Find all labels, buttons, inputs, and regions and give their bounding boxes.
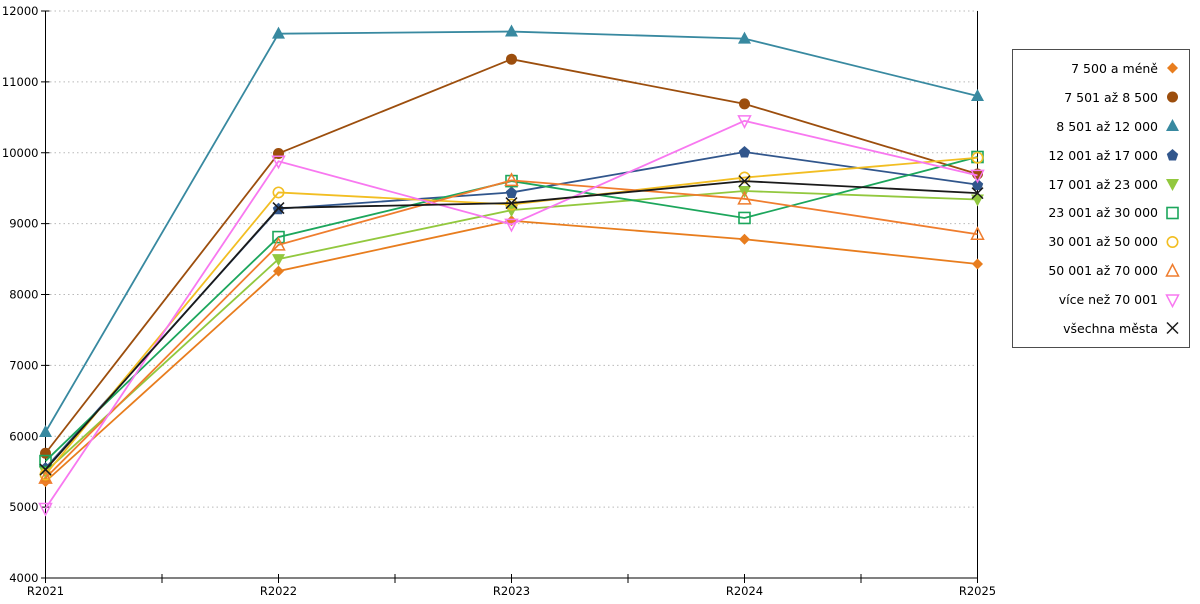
series-8-501-až-12-000 [39, 24, 984, 437]
axes: 4000 5000 6000 7000 8000 9000 10000 11000 12000 R… [2, 4, 996, 598]
y-tick-label: 5000 [9, 500, 38, 514]
series-7-501-až-8-500 [40, 53, 983, 459]
x-tick-label: R2023 [493, 584, 530, 598]
series-50-001-až-70-000 [38, 172, 985, 484]
y-tick-label: 9000 [9, 217, 38, 231]
legend-item-label: 12 001 až 17 000 [1048, 147, 1158, 163]
legend-item: 7 501 až 8 500 [1019, 84, 1181, 110]
gridlines [45, 10, 978, 508]
diamond-filled-legend-icon [1167, 62, 1178, 74]
legend-item: 7 500 a méně [1019, 55, 1181, 81]
legend-item-label: 23 001 až 30 000 [1048, 205, 1158, 221]
legend-item: všechna města [1019, 315, 1181, 341]
legend-item: 8 501 až 12 000 [1019, 113, 1181, 139]
x-tick-label: R2025 [959, 584, 996, 598]
legend-item: 17 001 až 23 000 [1019, 171, 1181, 197]
legend-item: 30 001 až 50 000 [1019, 229, 1181, 255]
triangle-down-open-legend-icon [1165, 293, 1180, 308]
legend-item: 50 001 až 70 000 [1019, 258, 1181, 284]
y-tick-label: 11000 [2, 75, 39, 89]
x-tick-label: R2021 [27, 584, 64, 598]
pentagon-filled-legend-icon [1166, 149, 1179, 161]
legend-item-label: 17 001 až 23 000 [1048, 176, 1158, 192]
triangle-down-filled-legend-icon [1166, 179, 1179, 191]
legend-item-label: 7 501 až 8 500 [1064, 89, 1158, 105]
legend-item: 12 001 až 17 000 [1019, 142, 1181, 168]
series-více-než-70-001 [38, 115, 985, 517]
legend-item-label: všechna města [1063, 320, 1158, 336]
triangle-up-filled-legend-icon [1166, 119, 1179, 132]
chart-legend: 7 500 a méně 7 501 až 8 500 8 501 až 12 00… [1012, 49, 1190, 348]
legend-item-label: více než 70 001 [1058, 292, 1158, 308]
triangle-up-open-legend-icon [1165, 262, 1180, 277]
circle-filled-legend-icon [1167, 91, 1178, 103]
x-tick-label: R2024 [726, 584, 763, 598]
y-tick-label: 12000 [2, 4, 39, 18]
y-tick-label: 4000 [9, 571, 38, 585]
square-open-legend-icon [1166, 206, 1179, 220]
y-tick-label: 6000 [9, 429, 38, 443]
legend-item: 23 001 až 30 000 [1019, 200, 1181, 226]
series-všechna-města [39, 175, 984, 476]
y-tick-label: 7000 [9, 358, 38, 372]
legend-item-label: 8 501 až 12 000 [1056, 118, 1158, 134]
legend-item-label: 50 001 až 70 000 [1048, 263, 1158, 279]
y-tick-label: 8000 [9, 288, 38, 302]
legend-item-label: 30 001 až 50 000 [1048, 234, 1158, 250]
x-tick-label: R2022 [260, 584, 297, 598]
x-legend-icon [1166, 322, 1179, 335]
legend-item-label: 7 500 a méně [1071, 60, 1158, 76]
legend-item: více než 70 001 [1019, 287, 1181, 313]
circle-open-legend-icon [1166, 235, 1179, 248]
series-7-500-a-méně [40, 215, 983, 488]
y-tick-label: 10000 [2, 146, 39, 160]
